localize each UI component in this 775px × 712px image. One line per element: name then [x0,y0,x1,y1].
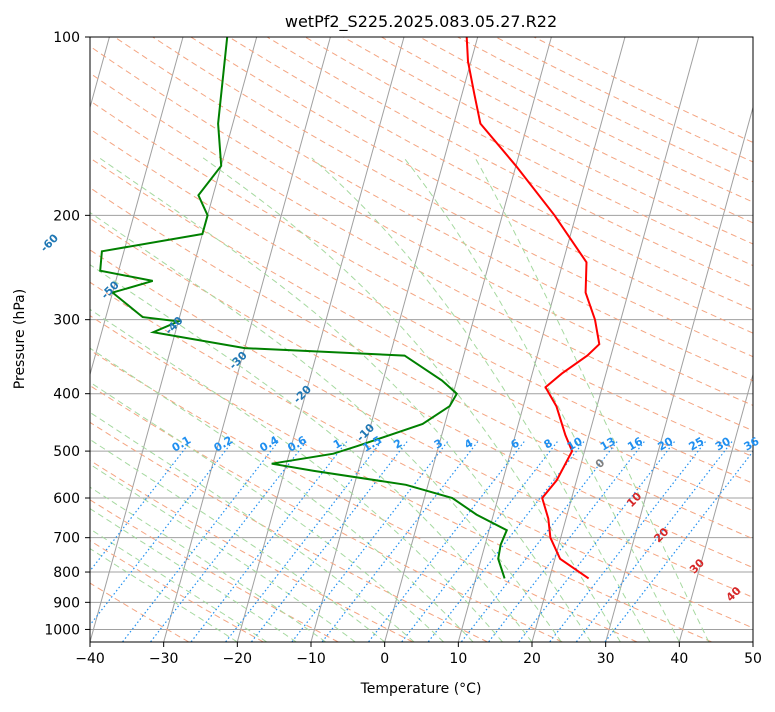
x-tick-label: 20 [523,651,541,667]
y-axis-label: Pressure (hPa) [12,289,28,389]
x-tick-label: 40 [670,651,688,667]
x-tick-label: 0 [380,651,389,667]
y-tick-label: 300 [53,313,80,329]
x-tick-label: −10 [296,651,326,667]
y-tick-label: 1000 [44,622,80,638]
y-tick-label: 100 [53,30,80,46]
y-tick-label: 200 [53,208,80,224]
x-tick-label: 10 [449,651,467,667]
x-tick-label: 30 [597,651,615,667]
chart-title: wetPf2_S225.2025.083.05.27.R22 [285,12,557,32]
y-tick-label: 500 [53,444,80,460]
x-tick-label: −30 [149,651,179,667]
y-tick-label: 400 [53,387,80,403]
x-tick-label: −20 [223,651,253,667]
y-tick-label: 600 [53,491,80,507]
x-tick-label: 50 [744,651,762,667]
x-axis-label: Temperature (°C) [360,681,482,697]
y-tick-label: 900 [53,595,80,611]
x-tick-label: −40 [75,651,105,667]
y-tick-label: 800 [53,565,80,581]
y-tick-label: 700 [53,531,80,547]
